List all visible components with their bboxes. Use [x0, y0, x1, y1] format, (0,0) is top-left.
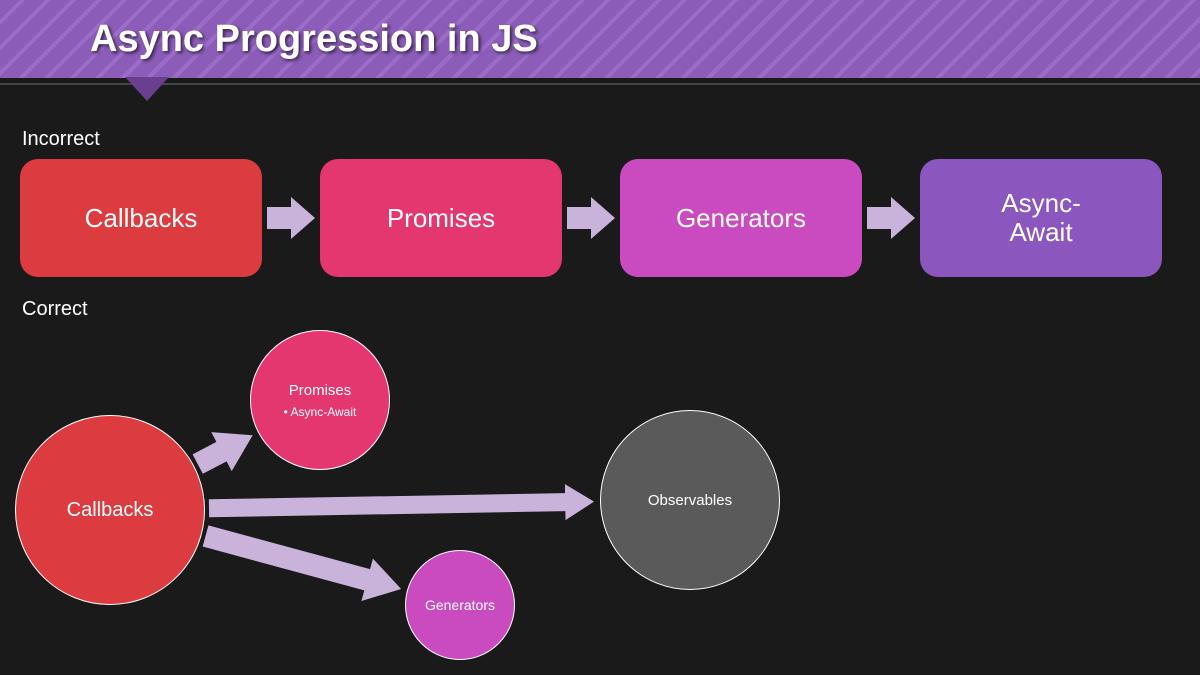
diagram-arrow-icon	[203, 525, 401, 601]
circle-generators: Generators	[405, 550, 515, 660]
diagram-arrow-icon	[193, 432, 253, 474]
flow-arrow-icon	[562, 193, 620, 243]
flow-box-generators: Generators	[620, 159, 862, 277]
circle-label: Promises	[289, 382, 352, 399]
slide-header: Async Progression in JS	[0, 0, 1200, 78]
diagram-arrow-icon	[209, 484, 594, 520]
slide-title: Async Progression in JS	[90, 18, 538, 61]
flow-box-callbacks: Callbacks	[20, 159, 262, 277]
flow-arrow-icon	[862, 193, 920, 243]
circle-label: Generators	[425, 597, 495, 613]
circle-callbacks: Callbacks	[15, 415, 205, 605]
circle-label: Callbacks	[67, 499, 154, 522]
flow-box-asyncawait: Async-Await	[920, 159, 1162, 277]
incorrect-label: Incorrect	[22, 128, 100, 151]
flow-arrow-icon	[262, 193, 320, 243]
circle-observables: Observables	[600, 410, 780, 590]
circle-promises: Promises Async-Await	[250, 330, 390, 470]
circle-label: Observables	[648, 492, 732, 509]
incorrect-flow: Callbacks Promises Generators Async-Awai…	[20, 158, 1180, 278]
header-chevron-icon	[125, 77, 169, 101]
correct-diagram: Callbacks Promises Async-Await Generators Ob…	[0, 320, 1200, 675]
header-divider	[0, 83, 1200, 85]
correct-label: Correct	[22, 298, 88, 321]
circle-sublabel: Async-Await	[284, 405, 357, 419]
flow-box-promises: Promises	[320, 159, 562, 277]
